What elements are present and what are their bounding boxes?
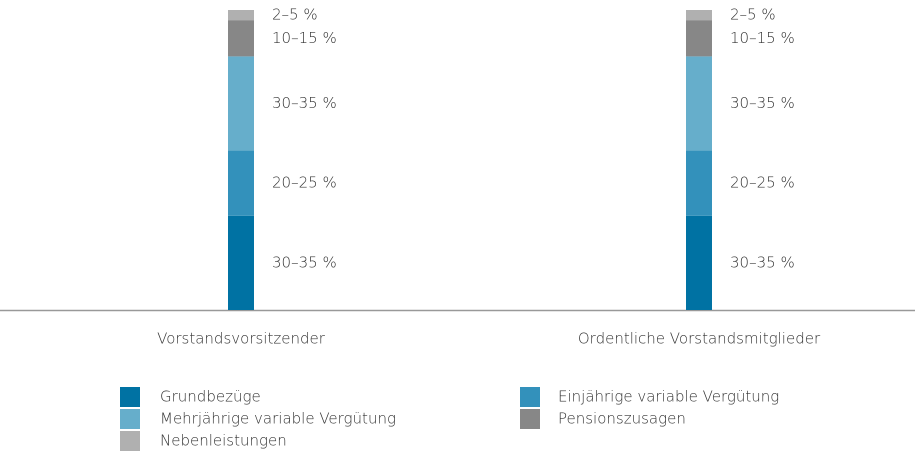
legend-swatch (520, 409, 540, 429)
legend-label: Grundbezüge (160, 388, 261, 406)
data-label: 30–35 % (730, 253, 795, 271)
bar-segment (686, 215, 712, 310)
bar-segment (228, 150, 254, 216)
bar-segment (228, 10, 254, 21)
legend-label: Mehrjährige variable Vergütung (160, 410, 396, 428)
legend-swatch (120, 409, 140, 429)
data-label: 10–15 % (730, 29, 795, 47)
bar-segment (686, 150, 712, 216)
data-label: 30–35 % (272, 253, 337, 271)
data-label: 20–25 % (272, 174, 337, 192)
legend-label: Nebenleistungen (160, 432, 287, 450)
legend-label: Pensionszusagen (558, 410, 686, 428)
data-label: 30–35 % (272, 94, 337, 112)
bar-segment (686, 10, 712, 21)
data-label: 2–5 % (730, 6, 776, 24)
legend-swatch (520, 387, 540, 407)
legend-swatch (120, 431, 140, 451)
data-label: 20–25 % (730, 174, 795, 192)
x-tick-label: Vorstandsvorsitzender (157, 330, 326, 348)
data-label: 30–35 % (730, 94, 795, 112)
bar-segment (228, 20, 254, 57)
bar-segment (228, 56, 254, 151)
bar-segment (686, 20, 712, 57)
legend-label: Einjährige variable Vergütung (558, 388, 779, 406)
data-label: 2–5 % (272, 6, 318, 24)
legend-swatch (120, 387, 140, 407)
data-label: 10–15 % (272, 29, 337, 47)
bar-segment (686, 56, 712, 151)
x-tick-label: Ordentliche Vorstandsmitglieder (578, 330, 821, 348)
bar-segment (228, 215, 254, 310)
